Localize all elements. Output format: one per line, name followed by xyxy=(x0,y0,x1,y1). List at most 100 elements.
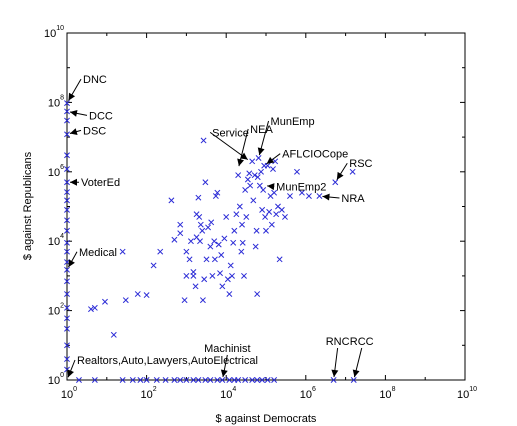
data-point xyxy=(143,292,150,299)
data-point xyxy=(254,377,261,383)
data-point-stroke xyxy=(64,227,70,234)
data-point xyxy=(64,131,70,138)
data-point xyxy=(208,219,215,226)
data-point-stroke xyxy=(177,221,184,228)
axis-ticks xyxy=(66,32,466,381)
data-point xyxy=(64,342,70,349)
data-point xyxy=(271,377,278,383)
data-point-stroke xyxy=(246,170,253,177)
data-point-stroke xyxy=(64,217,70,224)
data-point xyxy=(260,186,267,193)
annotation: Machinist xyxy=(204,343,251,378)
data-point xyxy=(64,356,70,363)
data-point xyxy=(110,331,117,338)
data-point-stroke xyxy=(119,248,126,255)
data-point xyxy=(190,268,197,275)
data-point-stroke xyxy=(177,230,184,237)
data-point-stroke xyxy=(64,248,70,255)
data-point xyxy=(271,189,278,196)
data-point-stroke xyxy=(201,276,208,283)
data-point-stroke xyxy=(250,197,257,204)
data-point xyxy=(202,377,209,383)
annotation: DSC xyxy=(69,125,106,137)
data-point-stroke xyxy=(209,272,216,279)
annotation-arrowhead xyxy=(266,156,275,164)
data-point-stroke xyxy=(227,262,234,269)
data-point xyxy=(197,238,203,245)
data-point-stroke xyxy=(263,227,269,234)
annotation-label: MunEmp2 xyxy=(276,182,326,194)
data-point-stroke xyxy=(330,377,337,383)
data-point xyxy=(252,243,259,250)
data-point xyxy=(64,189,70,196)
data-point-stroke xyxy=(168,197,175,204)
data-point xyxy=(219,283,226,290)
data-point-stroke xyxy=(268,221,275,228)
data-point-stroke xyxy=(294,168,300,175)
data-point xyxy=(91,304,98,311)
data-point-stroke xyxy=(102,298,108,305)
data-point-stroke xyxy=(235,172,242,179)
data-point xyxy=(264,162,271,169)
data-point xyxy=(181,297,188,304)
annotation-label: VoterEd xyxy=(81,177,120,189)
data-point-stroke xyxy=(287,193,293,200)
annotation-arrowhead xyxy=(68,259,75,268)
data-point-stroke xyxy=(64,325,70,332)
data-point-stroke xyxy=(219,283,226,290)
data-point-stroke xyxy=(282,213,288,220)
data-point xyxy=(177,221,184,228)
data-point-stroke xyxy=(221,235,228,242)
data-point-stroke xyxy=(270,166,276,173)
data-point xyxy=(221,235,228,242)
data-point xyxy=(214,377,221,383)
data-point xyxy=(282,213,288,220)
annotation-arrowhead xyxy=(68,92,76,101)
data-point xyxy=(235,377,242,383)
data-point-stroke xyxy=(119,377,126,383)
data-point xyxy=(76,377,82,383)
data-point-stroke xyxy=(255,155,262,161)
data-point xyxy=(183,377,190,383)
data-point xyxy=(273,211,280,218)
data-point-stroke xyxy=(110,331,117,338)
data-point xyxy=(332,179,339,186)
data-point-stroke xyxy=(64,291,70,297)
data-point-stroke xyxy=(183,377,190,383)
data-point xyxy=(197,221,204,228)
data-point-stroke xyxy=(64,356,70,363)
data-point-stroke xyxy=(64,100,70,107)
data-point xyxy=(64,197,70,204)
data-point xyxy=(219,377,226,383)
data-point xyxy=(195,377,202,383)
data-point xyxy=(162,377,169,383)
data-point xyxy=(186,256,193,263)
y-tick-label: 102 xyxy=(48,303,64,318)
data-point xyxy=(183,272,190,279)
data-point xyxy=(268,221,275,228)
annotation: MunEmp2 xyxy=(267,182,326,194)
x-tick-label: 106 xyxy=(300,386,316,401)
data-point-stroke xyxy=(230,239,237,246)
data-point-stroke xyxy=(226,377,233,383)
data-point xyxy=(64,179,70,186)
data-point-stroke xyxy=(171,236,178,243)
data-point xyxy=(253,227,260,234)
data-point xyxy=(272,158,279,165)
data-point xyxy=(129,377,136,383)
annotation: NEA xyxy=(237,124,273,167)
annotation: Medical xyxy=(68,247,117,268)
data-point-stroke xyxy=(137,377,144,383)
x-tick-label: 100 xyxy=(61,386,77,401)
data-point xyxy=(243,213,250,220)
data-point xyxy=(305,193,312,200)
annotation-arrowhead xyxy=(237,158,245,167)
data-point-stroke xyxy=(298,189,305,196)
x-tick-label: 102 xyxy=(141,386,157,401)
plot-area xyxy=(66,32,466,381)
data-point-stroke xyxy=(153,377,160,383)
x-axis-label: $ against Democrats xyxy=(216,413,317,425)
data-point-stroke xyxy=(64,166,70,173)
data-point xyxy=(64,239,70,246)
data-point-stroke xyxy=(260,186,267,193)
